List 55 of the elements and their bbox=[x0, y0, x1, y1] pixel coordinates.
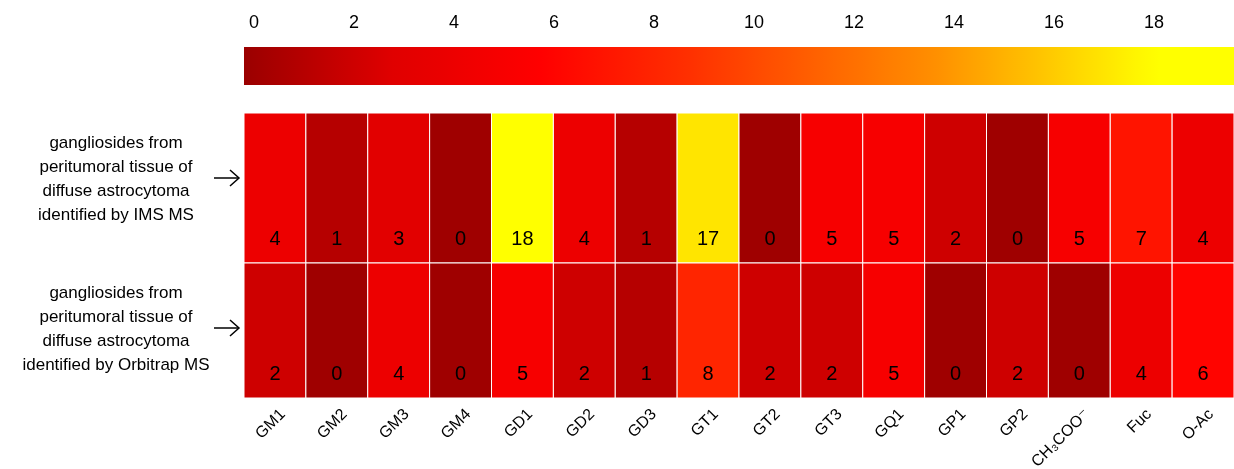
color-bar-label: 8 bbox=[648, 12, 660, 32]
data-label: 6 bbox=[1197, 362, 1209, 384]
data-label: 4 bbox=[1197, 227, 1209, 249]
color-bar-label: 14 bbox=[943, 12, 965, 32]
data-label: 17 bbox=[696, 227, 720, 249]
data-label: 18 bbox=[511, 227, 534, 249]
x-tick-label: GD3 bbox=[624, 405, 660, 441]
data-label: 1 bbox=[331, 227, 343, 249]
y-tick-label: gangliosides from peritumoral tissue of diffuse astrocytoma identified by IMS MS bbox=[38, 133, 194, 224]
data-label: 4 bbox=[393, 362, 405, 384]
data-label: 2 bbox=[826, 362, 838, 384]
color-bar-label: 18 bbox=[1143, 12, 1165, 32]
x-tick-label: GT2 bbox=[749, 405, 784, 440]
data-label: 2 bbox=[764, 362, 776, 384]
data-label: 2 bbox=[578, 362, 590, 384]
color-bar-label: 2 bbox=[348, 12, 360, 32]
data-label: 4 bbox=[269, 227, 281, 249]
data-label: 3 bbox=[393, 227, 405, 249]
x-tick-label: GT1 bbox=[687, 405, 722, 440]
data-label: 2 bbox=[269, 362, 281, 384]
data-label: 5 bbox=[888, 227, 900, 249]
data-label: 2 bbox=[950, 227, 962, 249]
x-tick-label: GM1 bbox=[251, 405, 289, 442]
data-label: 0 bbox=[764, 227, 776, 249]
data-label: 0 bbox=[1073, 362, 1085, 384]
color-bar-label: 10 bbox=[743, 12, 765, 32]
data-label: 0 bbox=[455, 362, 467, 384]
data-label: 1 bbox=[640, 227, 652, 249]
y-tick-label: gangliosides from peritumoral tissue of diffuse astrocytoma identified by Orbitrap MS bbox=[22, 283, 210, 374]
color-bar-label: 6 bbox=[548, 12, 560, 32]
data-label: 4 bbox=[1135, 362, 1147, 384]
data-label: 0 bbox=[455, 227, 467, 249]
data-label: 2 bbox=[1011, 362, 1023, 384]
data-label: 0 bbox=[1011, 227, 1023, 249]
x-tick-label: GT3 bbox=[810, 405, 845, 440]
data-label: 7 bbox=[1135, 227, 1147, 249]
data-label: 5 bbox=[888, 362, 900, 384]
color-bar-label: 0 bbox=[248, 12, 260, 32]
data-label: 5 bbox=[826, 227, 838, 249]
color-bar-label: 4 bbox=[448, 12, 460, 32]
x-tick-label: Fuc bbox=[1123, 405, 1155, 436]
data-label: 5 bbox=[516, 362, 528, 384]
x-tick-label: GD2 bbox=[562, 405, 598, 441]
data-label: 4 bbox=[578, 227, 590, 249]
data-label: 8 bbox=[702, 362, 714, 384]
data-label: 5 bbox=[1073, 227, 1085, 249]
color-bar-label: 12 bbox=[843, 12, 865, 32]
color-bar-label: 16 bbox=[1043, 12, 1065, 32]
x-tick-label: GP1 bbox=[934, 405, 969, 440]
x-tick-label: GP2 bbox=[995, 405, 1031, 440]
x-tick-label: GQ1 bbox=[870, 405, 907, 442]
data-label: 0 bbox=[950, 362, 962, 384]
data-label: 1 bbox=[640, 362, 652, 384]
x-tick-label: GD1 bbox=[500, 405, 536, 441]
data-label: 0 bbox=[331, 362, 343, 384]
